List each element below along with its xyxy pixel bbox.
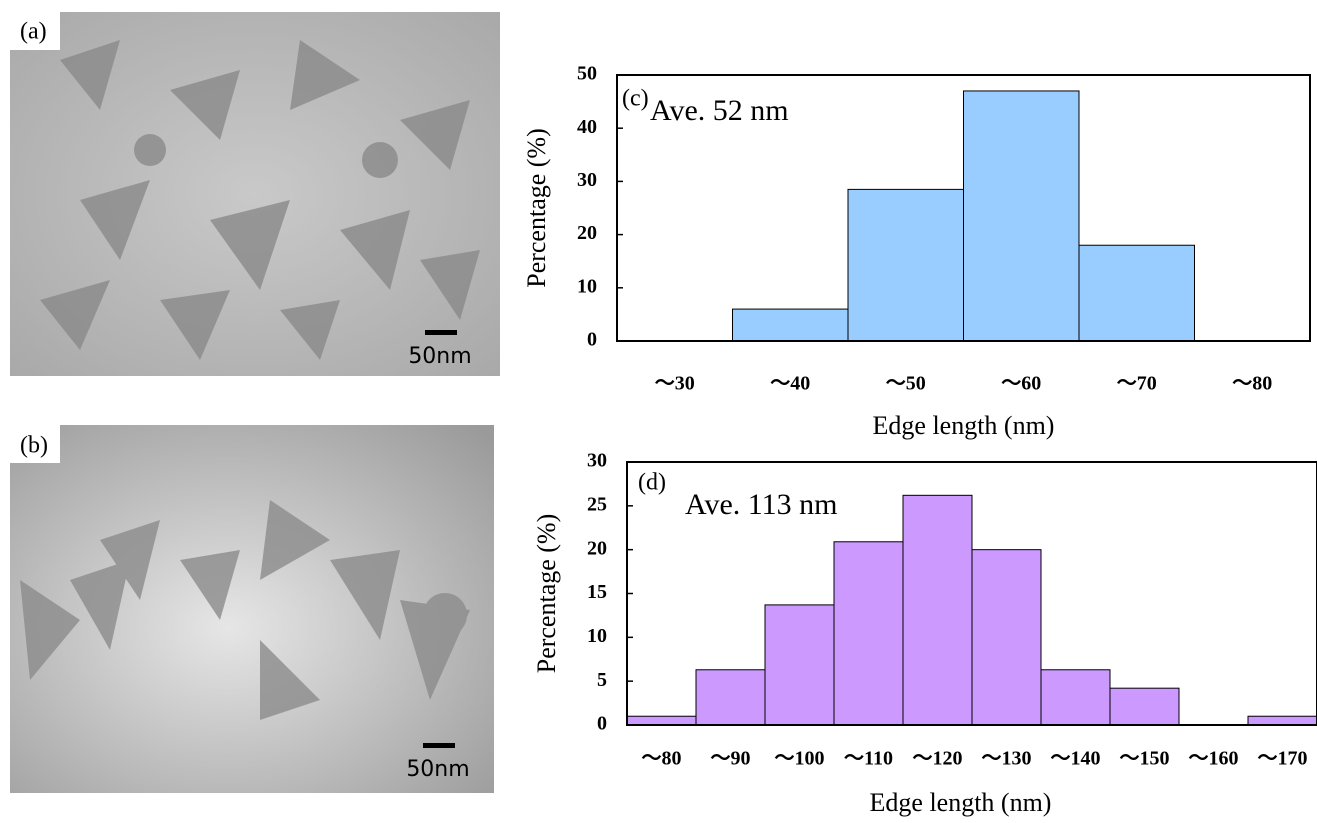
x-tick-label: ～170: [1258, 748, 1308, 770]
y-tick-label: 50: [577, 63, 597, 85]
tem-image-a: (a) 50nm: [10, 12, 500, 376]
chart: ～80 ～90 ～100 ～110 ～120 ～130 ～140 ～150 ～160 ～170 0 5…: [532, 450, 1317, 817]
bar: [972, 550, 1041, 725]
y-tick-label: 0: [587, 329, 597, 351]
bar: [696, 670, 765, 725]
x-tick-label: ～160: [1189, 748, 1239, 770]
y-tick-label: 20: [577, 222, 597, 244]
bar: [834, 542, 903, 725]
scale-bar-label: 50nm: [406, 757, 469, 782]
x-axis-label: Edge length (nm): [870, 788, 1052, 817]
y-tick-label: 20: [587, 537, 607, 559]
bar: [1079, 245, 1195, 341]
x-axis-label: Edge length (nm): [873, 411, 1055, 440]
x-tick-label: ～40: [770, 373, 810, 395]
tem-image-b: (b) 50nm: [10, 425, 494, 793]
x-tick-label: ～80: [1232, 373, 1272, 395]
bar: [1248, 716, 1317, 725]
x-tick-label: ～30: [655, 373, 695, 395]
y-tick-label: 15: [587, 581, 607, 603]
y-axis-label: Percentage (%): [522, 128, 551, 288]
bar: [627, 716, 696, 725]
scale-bar-label: 50nm: [408, 344, 471, 369]
panel-label: (c): [622, 86, 649, 112]
bar: [1041, 670, 1110, 725]
y-tick-label: 0: [597, 713, 607, 735]
bar: [733, 309, 849, 341]
panel-label: (b): [20, 433, 48, 459]
x-tick-label: ～110: [844, 748, 893, 770]
panel-label: (a): [20, 19, 47, 45]
x-tick-label: ～50: [886, 373, 926, 395]
y-tick-label: 25: [587, 493, 607, 515]
y-axis-label: Percentage (%): [532, 514, 561, 674]
x-tick-label: ～60: [1001, 373, 1041, 395]
x-tick-label: ～90: [711, 748, 751, 770]
y-tick-label: 10: [587, 625, 607, 647]
x-tick-label: ～130: [982, 748, 1032, 770]
y-tick-label: 30: [587, 450, 607, 472]
bar: [848, 189, 964, 341]
panel-label: (d): [638, 470, 666, 496]
x-tick-label: ～120: [913, 748, 963, 770]
y-tick-label: 5: [597, 669, 607, 691]
x-tick-label: ～100: [775, 748, 825, 770]
y-tick-label: 30: [577, 169, 597, 191]
annotation: Ave. 113 nm: [685, 488, 837, 521]
bar: [765, 605, 834, 725]
bar: [964, 91, 1080, 341]
annotation: Ave. 52 nm: [650, 94, 789, 127]
figure: (a) 50nm (b) 50nm ～30 ～40 ～50 ～60 ～70 ～80 0 10 2…: [0, 0, 1317, 823]
x-tick-label: ～70: [1117, 373, 1157, 395]
y-tick-label: 40: [577, 116, 597, 138]
y-tick-label: 10: [577, 275, 597, 297]
bar: [903, 495, 972, 725]
x-tick-label: ～80: [642, 748, 682, 770]
x-tick-label: ～140: [1051, 748, 1101, 770]
chart: ～30 ～40 ～50 ～60 ～70 ～80 0 10 20 30 40 50 Edge length…: [522, 63, 1310, 440]
x-tick-label: ～150: [1120, 748, 1170, 770]
bar: [1110, 688, 1179, 725]
